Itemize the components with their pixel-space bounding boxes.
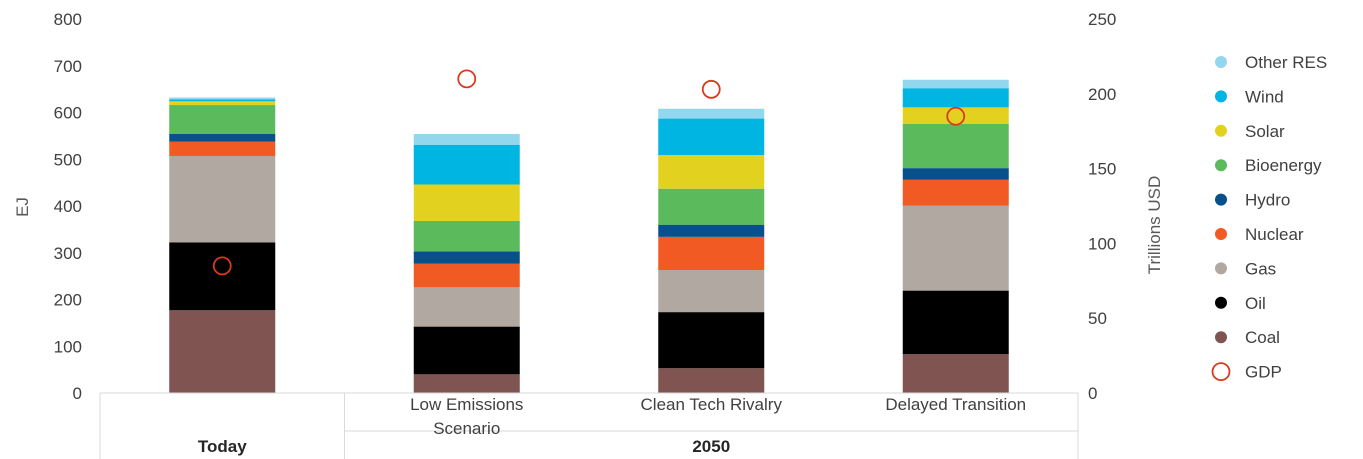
right-axis-label: Trillions USD	[1145, 176, 1164, 275]
bar-segment-hydro	[902, 168, 1009, 180]
bar-segment-gas	[169, 155, 276, 243]
category-axis: Low Emissions Scenario Clean Tech Rivalry D…	[99, 392, 1079, 459]
bar-segment-bioenergy	[658, 188, 765, 225]
x-category-label: Clean Tech Rivalry	[641, 395, 783, 414]
y-tick-label: 200	[54, 291, 82, 310]
bar-segment-wind	[413, 144, 520, 185]
legend-label-other-res: Other RES	[1245, 53, 1327, 72]
legend-swatch-other-res	[1215, 56, 1227, 68]
bar-segment-nuclear	[902, 179, 1009, 206]
y-tick-label: 500	[54, 150, 82, 169]
bar-segment-other-res	[413, 134, 520, 145]
bar-segment-solar	[658, 155, 765, 189]
x-group-label: 2050	[692, 437, 730, 456]
y-right-tick-label: 150	[1088, 160, 1116, 179]
x-group-label: Today	[198, 437, 247, 456]
left-axis-label: EJ	[13, 197, 32, 217]
y-tick-label: 600	[54, 104, 82, 123]
legend-swatch-hydro	[1215, 193, 1227, 206]
legend-label-oil: Oil	[1245, 294, 1266, 313]
x-category-label: Scenario	[433, 419, 500, 438]
legend-swatch-bioenergy	[1215, 159, 1227, 172]
bar-segment-nuclear	[658, 236, 765, 271]
y-right-tick-label: 0	[1088, 384, 1097, 403]
legend-swatch-nuclear	[1215, 228, 1227, 240]
bar-segment-coal	[902, 354, 1009, 393]
y-right-tick-label: 250	[1088, 10, 1116, 29]
y-right-tick-label: 100	[1088, 234, 1116, 253]
stacked-bars	[169, 79, 1009, 393]
right-axis-ticks: 0 50 100 150 200 250	[1088, 10, 1116, 403]
legend-label-gdp: GDP	[1245, 363, 1282, 382]
y-tick-label: 700	[54, 57, 82, 76]
bar-segment-solar	[169, 101, 276, 106]
x-category-label: Low Emissions	[410, 395, 523, 414]
gdp-marker	[946, 106, 966, 126]
legend-label-nuclear: Nuclear	[1245, 225, 1304, 244]
gdp-marker	[212, 256, 232, 276]
legend-swatch-gas	[1215, 262, 1227, 275]
y-tick-label: 100	[54, 337, 82, 356]
y-tick-label: 800	[54, 10, 82, 29]
legend: Other RES Wind Solar Bioenergy Hydro Nuclear G…	[1211, 53, 1327, 382]
legend-swatch-gdp	[1211, 362, 1231, 382]
bar-segment-other-res	[169, 97, 276, 100]
gdp-marker	[457, 69, 477, 89]
bar-segment-gas	[658, 270, 765, 313]
bar-segment-wind	[169, 99, 276, 102]
bar-segment-oil	[658, 312, 765, 369]
bar-segment-bioenergy	[413, 220, 520, 252]
y-tick-label: 400	[54, 197, 82, 216]
bar-segment-hydro	[413, 251, 520, 264]
bar-segment-gas	[413, 287, 520, 327]
bar-segment-coal	[413, 374, 520, 393]
legend-label-gas: Gas	[1245, 259, 1276, 278]
y-tick-label: 300	[54, 244, 82, 263]
left-axis-ticks: 0 100 200 300 400 500 600 700 800	[54, 10, 82, 403]
bar-segment-oil	[169, 242, 276, 311]
legend-swatch-solar	[1215, 124, 1227, 137]
bar-segment-hydro	[169, 134, 276, 142]
y-right-tick-label: 200	[1088, 85, 1116, 104]
bar-segment-solar	[413, 184, 520, 221]
legend-label-bioenergy: Bioenergy	[1245, 156, 1322, 175]
bar-segment-other-res	[902, 79, 1009, 89]
legend-swatch-coal	[1215, 331, 1227, 344]
gdp-marker	[701, 79, 721, 99]
bar-segment-oil	[413, 326, 520, 375]
bar-segment-wind	[658, 118, 765, 156]
bar-segment-oil	[902, 290, 1009, 355]
bar-segment-nuclear	[169, 141, 276, 156]
gdp-markers	[212, 69, 966, 276]
bar-segment-nuclear	[413, 263, 520, 288]
bar-segment-coal	[658, 368, 765, 393]
legend-label-coal: Coal	[1245, 328, 1280, 347]
bar-segment-bioenergy	[169, 105, 276, 135]
y-right-tick-label: 50	[1088, 309, 1107, 328]
legend-swatch-wind	[1215, 90, 1227, 103]
x-category-label: Delayed Transition	[885, 395, 1026, 414]
bar-segment-coal	[169, 310, 276, 393]
legend-label-wind: Wind	[1245, 87, 1284, 106]
legend-swatch-oil	[1215, 296, 1227, 309]
bar-segment-solar	[902, 107, 1009, 124]
bar-segment-other-res	[658, 108, 765, 119]
bar-segment-hydro	[658, 224, 765, 237]
legend-label-solar: Solar	[1245, 122, 1285, 141]
bar-segment-gas	[902, 205, 1009, 291]
bar-segment-wind	[902, 88, 1009, 108]
bar-segment-bioenergy	[902, 123, 1009, 169]
legend-label-hydro: Hydro	[1245, 191, 1290, 210]
y-tick-label: 0	[73, 384, 82, 403]
